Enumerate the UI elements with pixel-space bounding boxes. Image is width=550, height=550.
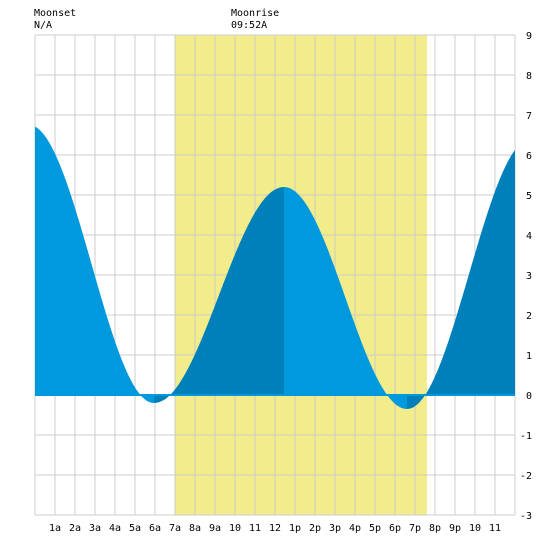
y-tick-label: 9 — [526, 31, 532, 42]
x-tick-label: 11 — [489, 523, 501, 534]
x-tick-label: 1p — [289, 523, 301, 534]
falling-tide-segment — [284, 187, 407, 409]
moonset-label: Moonset — [34, 8, 76, 19]
x-tick-label: 5p — [369, 523, 381, 534]
x-tick-label: 4p — [349, 523, 361, 534]
x-tick-label: 2p — [309, 523, 321, 534]
x-tick-label: 7a — [169, 523, 181, 534]
x-tick-label: 8p — [429, 523, 441, 534]
y-tick-label: 6 — [526, 151, 532, 162]
y-axis: 9 8 7 6 5 4 3 2 1 0 -1 -2 -3 — [520, 31, 532, 522]
y-tick-label: 7 — [526, 111, 532, 122]
tide-area — [35, 126, 515, 409]
y-tick-label: 1 — [526, 351, 532, 362]
x-tick-label: 6p — [389, 523, 401, 534]
x-tick-label: 3p — [329, 523, 341, 534]
x-tick-label: 5a — [129, 523, 141, 534]
y-tick-label: -1 — [520, 431, 532, 442]
x-tick-label: 7p — [409, 523, 421, 534]
rising-tide-segment — [407, 149, 515, 409]
x-tick-label: 12 — [269, 523, 281, 534]
y-tick-label: 2 — [526, 311, 532, 322]
x-tick-label: 4a — [109, 523, 121, 534]
x-tick-label: 9p — [449, 523, 461, 534]
y-tick-label: 8 — [526, 71, 532, 82]
y-tick-label: -2 — [520, 471, 532, 482]
y-tick-label: -3 — [520, 511, 532, 522]
x-tick-label: 2a — [69, 523, 81, 534]
x-axis: 1a 2a 3a 4a 5a 6a 7a 8a 9a 10 11 12 1p 2p 3p 4p 5p 6p 7p 8p… — [49, 523, 501, 534]
y-tick-label: 5 — [526, 191, 532, 202]
moonset-time: N/A — [34, 20, 52, 31]
y-tick-label: 4 — [526, 231, 532, 242]
x-tick-label: 10 — [229, 523, 241, 534]
x-tick-label: 3a — [89, 523, 101, 534]
x-tick-label: 6a — [149, 523, 161, 534]
x-tick-label: 11 — [249, 523, 261, 534]
moonrise-time: 09:52A — [231, 20, 267, 31]
x-tick-label: 9a — [209, 523, 221, 534]
y-tick-label: 3 — [526, 271, 532, 282]
x-tick-label: 1a — [49, 523, 61, 534]
rising-tide-segment — [154, 187, 284, 403]
x-tick-label: 10 — [469, 523, 481, 534]
y-tick-label: 0 — [526, 391, 532, 402]
x-tick-label: 8a — [189, 523, 201, 534]
moonrise-label: Moonrise — [231, 8, 279, 19]
falling-tide-segment — [35, 126, 154, 403]
